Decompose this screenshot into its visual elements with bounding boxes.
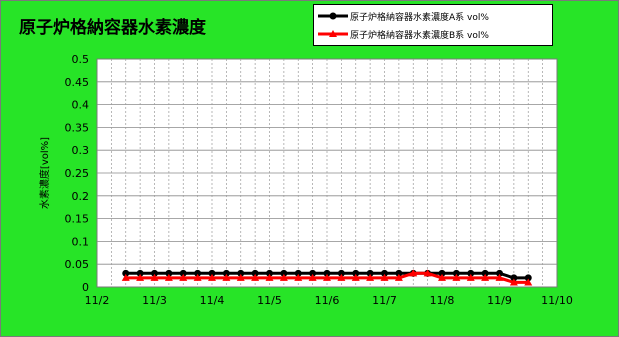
- y-tick-label: 0.15: [65, 213, 90, 226]
- y-tick-label: 0.35: [65, 121, 90, 134]
- x-tick-label: 11/7: [372, 294, 397, 307]
- x-tick-label: 11/3: [142, 294, 167, 307]
- y-tick-label: 0.5: [72, 53, 90, 66]
- y-tick-label: 0.3: [72, 144, 90, 157]
- x-tick-label: 11/5: [257, 294, 282, 307]
- chart-title: 原子炉格納容器水素濃度: [19, 13, 206, 38]
- legend-label-b: 原子炉格納容器水素濃度B系 vol%: [350, 28, 489, 41]
- y-tick-label: 0.05: [65, 258, 90, 271]
- x-tick-label: 11/2: [85, 294, 110, 307]
- legend: 原子炉格納容器水素濃度A系 vol% 原子炉格納容器水素濃度B系 vol%: [313, 4, 553, 46]
- legend-item-series-b: 原子炉格納容器水素濃度B系 vol%: [318, 26, 489, 42]
- y-tick-label: 0.2: [72, 190, 90, 203]
- y-tick-label: 0.1: [72, 235, 90, 248]
- legend-label-a: 原子炉格納容器水素濃度A系 vol%: [350, 10, 489, 23]
- legend-swatch-b: [318, 29, 348, 39]
- y-tick-label: 0: [82, 281, 89, 294]
- legend-item-series-a: 原子炉格納容器水素濃度A系 vol%: [318, 8, 489, 24]
- x-tick-label: 11/8: [430, 294, 455, 307]
- x-tick-label: 11/9: [487, 294, 512, 307]
- y-tick-label: 0.45: [65, 76, 90, 89]
- x-tick-label: 11/6: [315, 294, 340, 307]
- y-axis-title: 水素濃度[vol%]: [38, 137, 51, 209]
- legend-swatch-a: [318, 11, 348, 21]
- x-tick-labels: 11/2 11/3 11/4 11/5 11/6 11/7 11/8 11/9 11/10: [85, 294, 573, 307]
- x-tick-label: 11/10: [541, 294, 573, 307]
- y-tick-label: 0.4: [72, 99, 90, 112]
- y-tick-label: 0.25: [65, 167, 90, 180]
- y-tick-labels: 0 0.05 0.1 0.15 0.2 0.25 0.3 0.35 0.4 0.45 0.5: [65, 53, 90, 294]
- x-tick-label: 11/4: [200, 294, 225, 307]
